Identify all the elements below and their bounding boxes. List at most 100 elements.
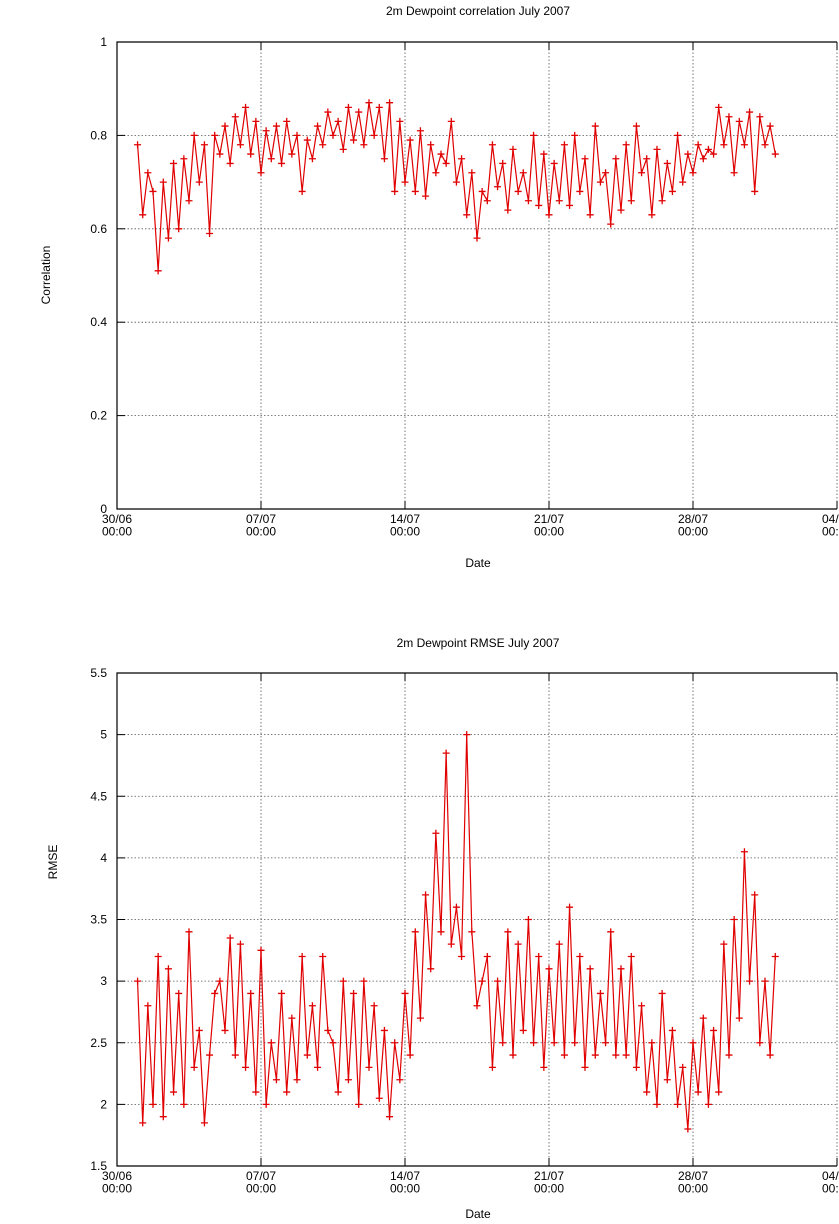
point-marker xyxy=(499,1039,507,1047)
point-marker xyxy=(211,989,219,997)
point-marker xyxy=(617,965,625,973)
point-marker xyxy=(566,201,574,209)
x-tick-label: 21/07 00:00 xyxy=(534,1169,564,1196)
point-marker xyxy=(668,1026,676,1034)
point-marker xyxy=(206,229,214,237)
point-marker xyxy=(771,150,779,158)
point-marker xyxy=(432,169,440,177)
point-marker xyxy=(180,155,188,163)
point-marker xyxy=(344,103,352,111)
point-marker xyxy=(658,989,666,997)
point-marker xyxy=(411,928,419,936)
point-marker xyxy=(638,169,646,177)
point-marker xyxy=(288,1014,296,1022)
point-marker xyxy=(689,1039,697,1047)
y-tick-label: 2 xyxy=(100,1097,107,1111)
y-tick-label: 0.8 xyxy=(90,128,107,142)
point-marker xyxy=(622,141,630,149)
point-marker xyxy=(730,169,738,177)
point-marker xyxy=(478,977,486,985)
point-marker xyxy=(314,1063,322,1071)
point-marker xyxy=(154,952,162,960)
point-marker xyxy=(514,187,522,195)
chart-title: 2m Dewpoint RMSE July 2007 xyxy=(397,636,560,650)
y-tick-label: 5 xyxy=(100,728,107,742)
point-marker xyxy=(679,178,687,186)
x-axis-label: Date xyxy=(465,556,491,570)
point-marker xyxy=(283,117,291,125)
series-line xyxy=(136,734,776,1130)
point-marker xyxy=(535,201,543,209)
point-marker xyxy=(643,155,651,163)
point-marker xyxy=(771,952,779,960)
point-marker xyxy=(139,211,147,219)
point-marker xyxy=(766,1051,774,1059)
point-marker xyxy=(730,916,738,923)
point-marker xyxy=(355,108,363,116)
point-marker xyxy=(550,159,558,167)
point-marker xyxy=(134,141,142,149)
point-marker xyxy=(560,1051,568,1059)
point-marker xyxy=(586,211,594,219)
point-marker xyxy=(288,150,296,158)
point-marker xyxy=(416,1014,424,1022)
point-marker xyxy=(319,141,327,149)
y-tick-label: 2.5 xyxy=(90,1036,107,1050)
point-marker xyxy=(324,108,332,116)
point-marker xyxy=(458,952,466,960)
point-marker xyxy=(653,1100,661,1108)
point-marker xyxy=(257,946,265,954)
point-marker xyxy=(216,150,224,158)
point-marker xyxy=(236,940,244,948)
point-marker xyxy=(437,150,445,158)
y-tick-label: 0.6 xyxy=(90,222,107,236)
point-marker xyxy=(149,1100,157,1108)
point-marker xyxy=(195,178,203,186)
point-marker xyxy=(159,178,167,186)
point-marker xyxy=(710,1026,718,1034)
point-marker xyxy=(699,1014,707,1022)
point-marker xyxy=(468,928,476,936)
point-marker xyxy=(339,977,347,985)
point-marker xyxy=(355,1100,363,1108)
point-marker xyxy=(643,1088,651,1096)
point-marker xyxy=(350,136,358,144)
point-marker xyxy=(586,965,594,973)
point-marker xyxy=(663,1076,671,1084)
point-marker xyxy=(406,1051,414,1059)
point-marker xyxy=(648,211,656,219)
point-marker xyxy=(221,122,229,130)
point-marker xyxy=(442,749,450,757)
point-marker xyxy=(632,1063,640,1071)
point-marker xyxy=(545,211,553,219)
y-tick-label: 1 xyxy=(100,35,107,49)
point-marker xyxy=(596,178,604,186)
point-marker xyxy=(612,155,620,163)
point-marker xyxy=(221,1026,229,1034)
point-marker xyxy=(576,187,584,195)
point-marker xyxy=(200,141,208,149)
point-marker xyxy=(159,1113,167,1121)
x-tick-label: 14/07 00:00 xyxy=(390,512,420,539)
x-tick-label: 28/07 00:00 xyxy=(678,1169,708,1196)
point-marker xyxy=(473,1002,481,1010)
point-marker xyxy=(422,192,430,200)
point-marker xyxy=(293,1076,301,1084)
x-tick-label: 30/06 00:00 xyxy=(102,1169,132,1196)
y-axis-label: Correlation xyxy=(39,246,53,305)
point-marker xyxy=(740,848,748,856)
point-marker xyxy=(278,159,286,167)
point-marker xyxy=(720,940,728,948)
point-marker xyxy=(668,187,676,195)
point-marker xyxy=(175,225,183,233)
point-marker xyxy=(262,1100,270,1108)
point-marker xyxy=(226,159,234,167)
point-marker xyxy=(746,977,754,985)
point-marker xyxy=(257,169,265,177)
point-marker xyxy=(766,122,774,130)
point-marker xyxy=(247,150,255,158)
point-marker xyxy=(298,187,306,195)
point-marker xyxy=(751,187,759,195)
point-marker xyxy=(164,234,172,242)
